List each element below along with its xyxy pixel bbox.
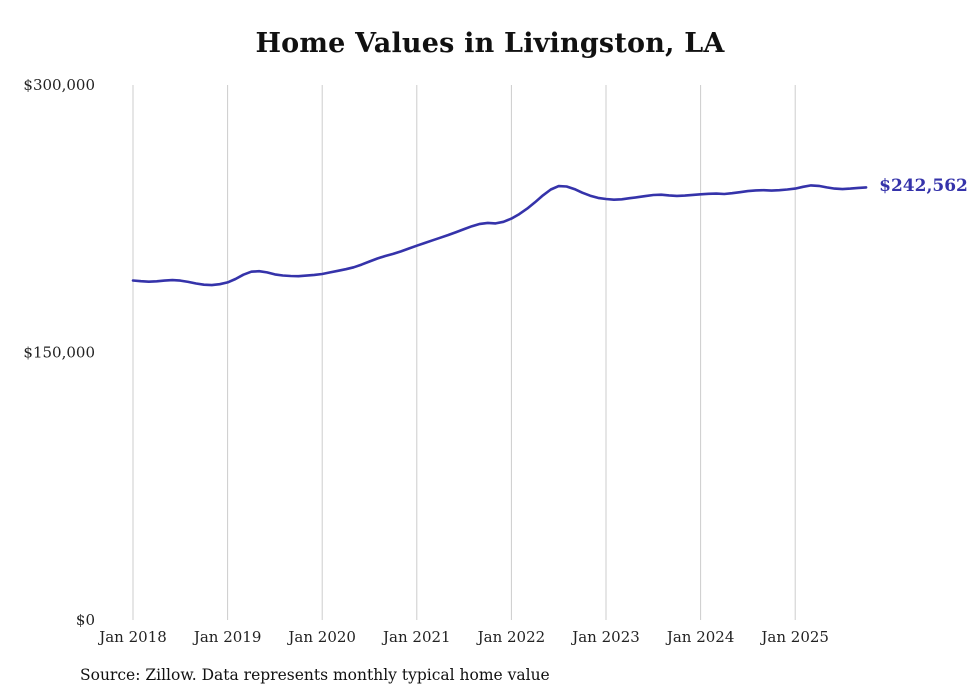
y-tick-label: $300,000 bbox=[23, 76, 95, 94]
x-tick-label: Jan 2020 bbox=[286, 628, 356, 646]
source-note: Source: Zillow. Data represents monthly … bbox=[80, 666, 550, 684]
x-tick-label: Jan 2018 bbox=[97, 628, 167, 646]
x-tick-label: Jan 2025 bbox=[759, 628, 829, 646]
y-tick-label: $150,000 bbox=[23, 344, 95, 362]
x-tick-label: Jan 2023 bbox=[570, 628, 640, 646]
y-tick-label: $0 bbox=[76, 611, 95, 629]
end-value-label: $242,562 bbox=[879, 176, 968, 197]
home-value-line bbox=[131, 184, 868, 287]
x-tick-label: Jan 2022 bbox=[476, 628, 546, 646]
x-tick-label: Jan 2019 bbox=[192, 628, 262, 646]
x-tick-label: Jan 2024 bbox=[665, 628, 735, 646]
chart-title: Home Values in Livingston, LA bbox=[255, 28, 725, 59]
x-tick-label: Jan 2021 bbox=[381, 628, 451, 646]
